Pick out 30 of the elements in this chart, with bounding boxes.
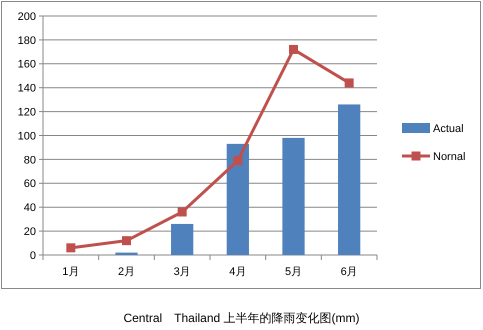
y-tick-label: 140 <box>18 82 36 95</box>
bar <box>171 224 194 255</box>
y-tick-label: 200 <box>18 10 36 23</box>
y-tick-label: 80 <box>24 154 36 166</box>
point <box>178 207 187 216</box>
x-tick-label: 2月 <box>118 266 136 278</box>
point <box>344 78 354 88</box>
legend-label: Actual <box>433 122 464 135</box>
y-tick-label: 60 <box>24 178 36 190</box>
point <box>233 156 242 166</box>
y-tick-label: 160 <box>18 58 36 71</box>
point <box>289 44 298 54</box>
x-tick-label: 3月 <box>174 266 191 278</box>
legend-label: Nornal <box>433 150 466 163</box>
x-tick-label: 4月 <box>229 266 246 278</box>
text: Central Thailand 上半年的降雨变化图(mm) <box>123 311 360 325</box>
y-tick-label: 40 <box>24 202 36 214</box>
y-tick-label: 100 <box>18 130 36 142</box>
bar <box>338 104 360 255</box>
x-tick-label: 6月 <box>340 266 358 278</box>
y-tick-label: 120 <box>18 106 36 118</box>
bar <box>226 144 249 255</box>
y-tick-label: 180 <box>18 34 36 47</box>
x-tick-label: 1月 <box>62 266 80 278</box>
point <box>122 236 131 246</box>
y-tick-label: 0 <box>30 250 36 262</box>
bar <box>282 138 305 255</box>
point <box>66 243 76 252</box>
x-tick-label: 5月 <box>284 266 302 278</box>
y-tick-label: 20 <box>24 226 36 238</box>
